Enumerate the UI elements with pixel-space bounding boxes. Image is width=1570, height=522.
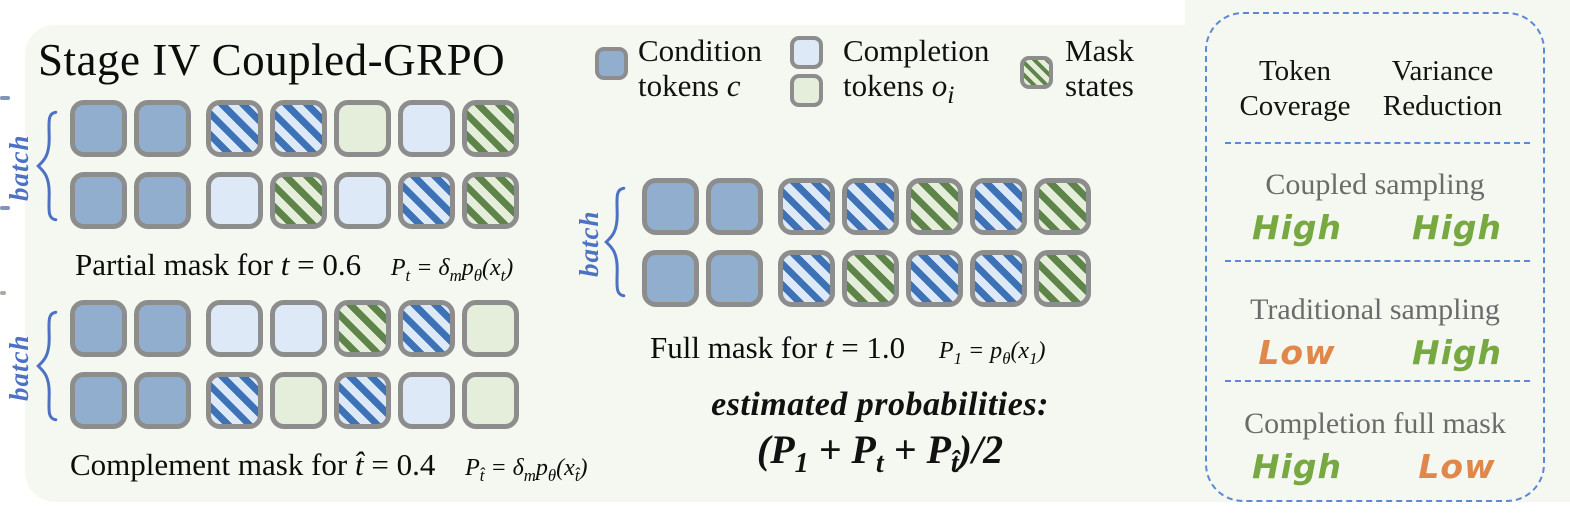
value-cell: Low (1258, 333, 1336, 372)
estimated-probabilities-formula: (P1 + Pt + Pt̂)/2 (756, 427, 1004, 479)
estimated-probabilities-block: estimated probabilities: (P1 + Pt + Pt̂)… (640, 386, 1120, 480)
masked-state-blue-token (206, 100, 263, 157)
table-row-coupled-sampling: Coupled sampling High High (1207, 168, 1543, 247)
batch-brace (36, 310, 58, 422)
page-title: Stage IV Coupled-GRPO (38, 35, 506, 85)
completion-token-green (462, 300, 519, 357)
cropped-connector-line (0, 96, 10, 100)
dashed-separator (1225, 142, 1530, 144)
condition-token (134, 300, 191, 357)
completion-token-green (334, 100, 391, 157)
condition-token (134, 172, 191, 229)
completion-blue-swatch (790, 36, 823, 69)
condition-token (134, 100, 191, 157)
completion-token-green (462, 372, 519, 429)
condition-token (642, 178, 699, 235)
masked-state-green-token (462, 172, 519, 229)
completion-token-blue (206, 300, 263, 357)
row-label: Completion full mask (1244, 407, 1506, 440)
completion-token-blue (398, 372, 455, 429)
masked-state-blue-token (334, 372, 391, 429)
masked-state-blue-token (778, 250, 835, 307)
masked-state-blue-token (270, 100, 327, 157)
completion-token-blue (398, 100, 455, 157)
masked-state-blue-token (398, 300, 455, 357)
table-row-traditional-sampling: Traditional sampling Low High (1207, 293, 1543, 372)
masked-state-blue-token (206, 372, 263, 429)
full-mask-grid (642, 178, 1162, 308)
legend-condition-label: Condition tokens c (638, 33, 763, 103)
masked-state-blue-token (970, 178, 1027, 235)
cropped-connector-line (0, 206, 10, 210)
value-cell: High (1251, 208, 1343, 247)
value-cell: High (1411, 333, 1503, 372)
condition-token (70, 100, 127, 157)
row-label: Traditional sampling (1250, 293, 1500, 326)
masked-state-green-token (842, 250, 899, 307)
masked-state-green-token (334, 300, 391, 357)
masked-state-blue-token (842, 178, 899, 235)
condition-token (70, 372, 127, 429)
column-header-variance-reduction: Variance Reduction (1382, 55, 1503, 122)
complement-mask-formula: Pt̂ = δmpθ(xt̂) (465, 455, 588, 485)
completion-token-blue (334, 172, 391, 229)
completion-green-swatch (790, 74, 823, 107)
mask-states-swatch (1020, 56, 1053, 89)
condition-token (706, 178, 763, 235)
condition-token (134, 372, 191, 429)
condition-token (642, 250, 699, 307)
full-mask-caption: Full mask for t = 1.0 P1 = pθ(x1) (650, 330, 1046, 368)
value-cell: High (1251, 447, 1343, 486)
complement-mask-caption: Complement mask for t̂ = 0.4 Pt̂ = δmpθ(… (70, 447, 588, 485)
legend-mask-label: Mask states (1065, 33, 1134, 103)
masked-state-green-token (270, 172, 327, 229)
full-mask-formula: P1 = pθ(x1) (938, 338, 1046, 368)
condition-token (706, 250, 763, 307)
masked-state-green-token (1034, 178, 1091, 235)
value-cell: Low (1418, 447, 1496, 486)
batch-label: batch (4, 134, 34, 202)
masked-state-green-token (462, 100, 519, 157)
estimated-probabilities-label: estimated probabilities: (711, 386, 1049, 423)
row-label: Coupled sampling (1265, 168, 1485, 201)
condition-token-swatch (595, 47, 628, 80)
dashed-separator (1225, 380, 1530, 382)
masked-state-green-token (1034, 250, 1091, 307)
masked-state-green-token (906, 178, 963, 235)
partial-mask-caption: Partial mask for t = 0.6 Pt = δmpθ(xt) (75, 247, 514, 285)
batch-brace (604, 186, 626, 298)
legend-completion-label: Completion tokens oi (843, 33, 990, 110)
masked-state-blue-token (970, 250, 1027, 307)
masked-state-blue-token (906, 250, 963, 307)
completion-token-green (270, 372, 327, 429)
condition-token (70, 300, 127, 357)
masked-state-blue-token (398, 172, 455, 229)
cropped-connector-line (0, 291, 6, 295)
condition-token (70, 172, 127, 229)
masked-state-blue-token (778, 178, 835, 235)
completion-token-blue (206, 172, 263, 229)
completion-token-blue (270, 300, 327, 357)
value-cell: High (1411, 208, 1503, 247)
column-header-token-coverage: Token Coverage (1239, 55, 1351, 122)
partial-mask-grid (70, 100, 590, 230)
complement-mask-grid (70, 300, 590, 430)
batch-brace (36, 110, 58, 222)
partial-mask-formula: Pt = δmpθ(xt) (390, 255, 514, 285)
comparison-panel: Token Coverage Variance Reduction Couple… (1205, 12, 1545, 502)
batch-label: batch (4, 334, 34, 402)
table-row-completion-full-mask: Completion full mask High Low (1207, 407, 1543, 486)
dashed-separator (1225, 260, 1530, 262)
